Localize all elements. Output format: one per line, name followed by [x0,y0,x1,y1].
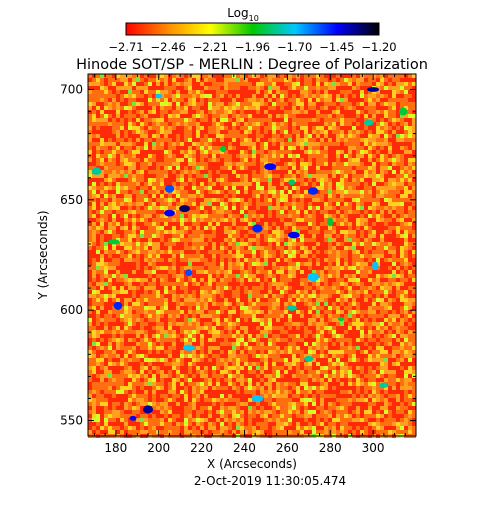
x-axis-label: X (Arcseconds) [207,457,297,471]
x-tick-label: 280 [319,441,342,455]
polarization-feature [304,355,314,362]
polarization-feature [398,107,408,116]
y-tick-label: 600 [60,303,83,317]
polarization-feature [379,382,389,388]
polarization-feature [286,305,297,311]
polarization-features [91,87,408,421]
polarization-feature [91,167,102,175]
polarization-feature [164,209,175,217]
polarization-feature [327,217,334,227]
x-tick-label: 260 [276,441,299,455]
polarization-feature [264,163,277,171]
polarization-feature [287,231,300,239]
colorbar-tick-label: −2.21 [193,40,228,54]
polarization-feature [129,415,137,421]
polarization-feature [164,184,175,193]
polarization-feature [182,344,195,351]
polarization-feature [251,395,264,402]
y-tick-label: 550 [60,414,83,428]
polarization-feature [143,405,153,414]
timestamp-footer: 2-Oct-2019 11:30:05.474 [194,474,346,488]
colorbar-tick-label: −1.20 [361,40,396,54]
heatmap-texture [88,74,416,438]
colorbar [125,22,380,36]
colorbar-tick-label: −1.45 [319,40,354,54]
colorbar-ticks: −2.71 −2.46 −2.21 −1.96 −1.70 −1.45 −1.20 [108,40,396,54]
chart-title: Hinode SOT/SP - MERLIN : Degree of Polar… [76,57,428,73]
x-tick-label: 200 [147,441,170,455]
polarization-feature [113,301,123,310]
x-tick-label: 180 [104,441,127,455]
polarization-feature [155,93,163,99]
polarization-feature [220,145,227,153]
x-tick-label: 240 [233,441,256,455]
y-axis-label: Y (Arcseconds) [36,210,50,300]
y-tick-label: 650 [60,193,83,207]
polarization-feature [372,261,379,271]
polarization-feature [179,205,190,213]
colorbar-tick-label: −2.46 [151,40,186,54]
polarization-feature [252,224,263,233]
colorbar-tick-label: −1.70 [277,40,312,54]
polarization-feature [185,269,193,277]
x-axis: 180 200 220 240 260 280 300 [93,74,406,455]
plot-frame [87,73,417,437]
x-tick-label: 300 [362,441,385,455]
polarization-feature [307,187,319,195]
x-tick-label: 220 [190,441,213,455]
colorbar-tick-label: −1.96 [235,40,270,54]
colorbar-tick-label: −2.71 [108,40,143,54]
y-tick-label: 700 [60,82,83,96]
polarization-feature [364,119,374,126]
polarization-feature [367,87,380,92]
polarization-feature [107,239,120,245]
y-axis: 550 600 650 700 [60,82,416,428]
polarization-feature [288,179,296,185]
heatmap-area [88,74,416,438]
colorbar-label: Log10 [227,6,259,23]
polarization-feature [337,316,345,322]
polarization-feature [307,273,319,282]
